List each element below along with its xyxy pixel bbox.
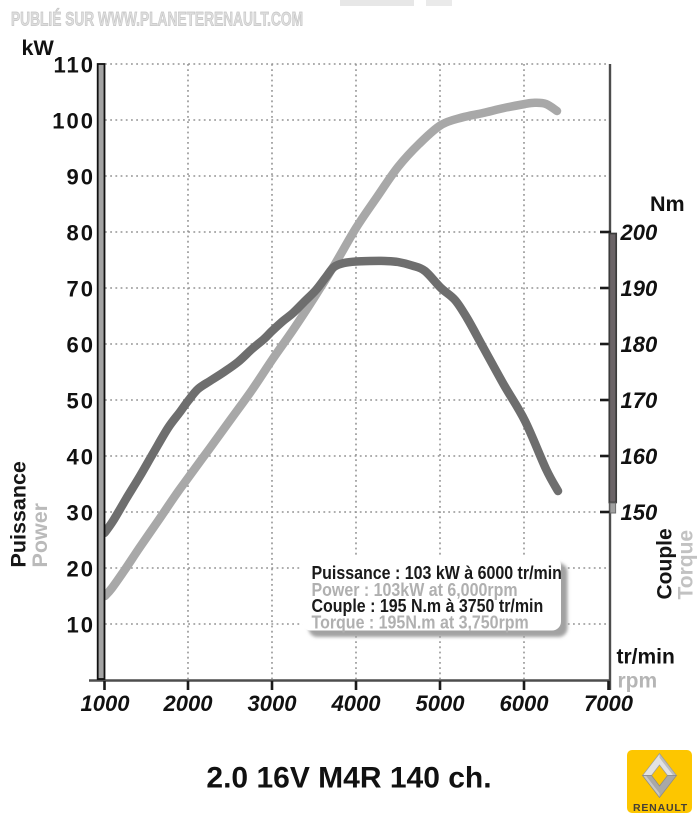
- svg-text:Couple: Couple: [654, 528, 677, 599]
- svg-text:2000: 2000: [163, 691, 214, 716]
- svg-text:Puissance : 103 kW à 6000 tr/m: Puissance : 103 kW à 6000 tr/min: [312, 563, 562, 583]
- svg-text:kW: kW: [22, 36, 55, 60]
- svg-text:160: 160: [621, 444, 658, 469]
- svg-text:tr/min: tr/min: [617, 646, 675, 669]
- svg-text:RENAULT: RENAULT: [633, 802, 688, 814]
- svg-text:70: 70: [67, 277, 95, 302]
- svg-text:40: 40: [67, 445, 95, 470]
- svg-text:Nm: Nm: [650, 192, 685, 216]
- svg-text:4000: 4000: [331, 691, 382, 716]
- svg-text:80: 80: [67, 221, 95, 246]
- svg-text:PUBLIÉ SUR WWW.PLANETERENAULT: PUBLIÉ SUR WWW.PLANETERENAULT.COM: [11, 8, 303, 30]
- svg-text:10: 10: [67, 613, 95, 638]
- svg-text:150: 150: [621, 500, 658, 525]
- svg-text:170: 170: [621, 388, 658, 413]
- svg-text:200: 200: [620, 220, 658, 245]
- svg-text:3000: 3000: [248, 691, 298, 716]
- svg-text:rpm: rpm: [618, 670, 658, 693]
- svg-text:180: 180: [621, 332, 658, 357]
- svg-text:190: 190: [621, 276, 658, 301]
- svg-text:2.0 16V M4R 140 ch.: 2.0 16V M4R 140 ch.: [206, 762, 491, 795]
- svg-text:Couple : 195 N.m à 3750 tr/min: Couple : 195 N.m à 3750 tr/min: [312, 596, 544, 616]
- svg-text:100: 100: [52, 109, 95, 134]
- svg-text:1000: 1000: [81, 691, 131, 716]
- svg-text:60: 60: [67, 333, 95, 358]
- svg-text:Puissance: Puissance: [7, 461, 31, 567]
- svg-text:6000: 6000: [500, 691, 550, 716]
- svg-text:7000: 7000: [584, 691, 634, 716]
- svg-text:110: 110: [54, 53, 96, 78]
- svg-text:Power: Power: [28, 502, 52, 567]
- svg-text:50: 50: [67, 389, 95, 414]
- svg-text:20: 20: [67, 557, 95, 582]
- svg-text:90: 90: [67, 165, 95, 190]
- svg-text:Torque : 195N.m at 3,750rpm: Torque : 195N.m at 3,750rpm: [312, 613, 529, 633]
- svg-text:Torque: Torque: [675, 530, 698, 600]
- svg-text:30: 30: [67, 501, 95, 526]
- svg-text:5000: 5000: [416, 691, 466, 716]
- svg-text:Power : 103kW at 6,000rpm: Power : 103kW at 6,000rpm: [312, 580, 518, 600]
